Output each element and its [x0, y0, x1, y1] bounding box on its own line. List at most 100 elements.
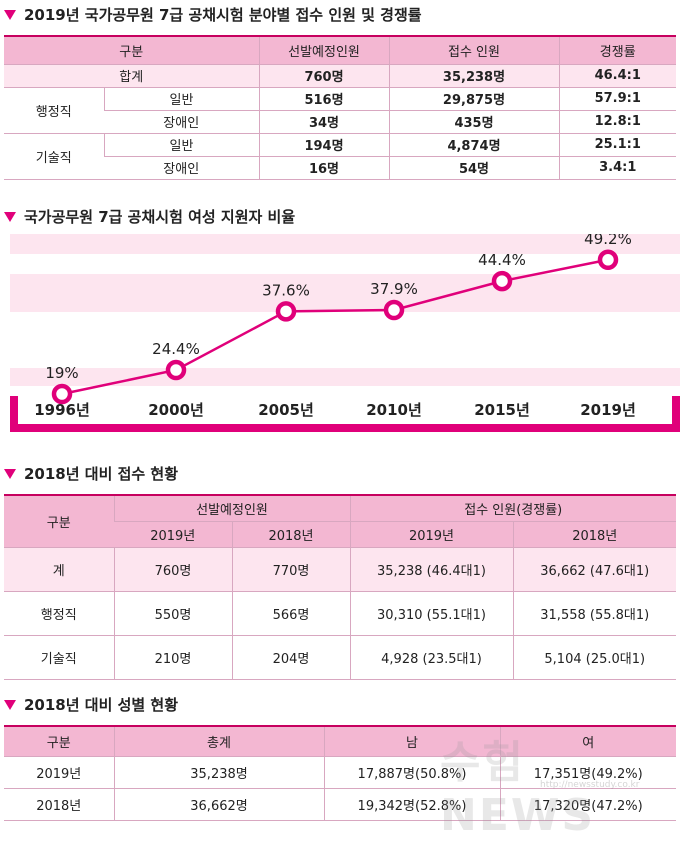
row-applicants: 54명 [388, 156, 559, 180]
x-tick-label: 2005년 [258, 401, 314, 419]
row-total: 35,238명 [113, 756, 324, 789]
table-row: 기술직 일반 194명 4,874명 25.1:1 [4, 133, 676, 180]
table-header-row: 구분 총계 남 여 [4, 725, 676, 757]
triangle-bullet-icon [4, 211, 16, 222]
data-label: 19% [45, 364, 78, 382]
applicants-by-field-table: 구분 선발예정인원 접수 인원 경쟁률 합계 760명 35,238명 46.4… [4, 35, 676, 180]
header-total: 총계 [113, 725, 324, 757]
table-row: 행정직 550명 566명 30,310 (55.1대1) 31,558 (55… [4, 591, 676, 636]
header-category: 구분 [4, 494, 114, 548]
table-header-row: 구분 선발예정인원 접수 인원(경쟁률) [4, 494, 676, 548]
row-sel-2019: 210명 [113, 635, 232, 680]
header-female: 여 [499, 725, 676, 757]
section3-title: 2018년 대비 접수 현황 [24, 465, 179, 483]
chart-baseline-bar [10, 424, 680, 432]
table-header-row: 구분 선발예정인원 접수 인원 경쟁률 [4, 35, 676, 65]
row-selected: 194명 [258, 133, 389, 157]
data-label: 24.4% [152, 340, 200, 358]
row-selected: 34명 [258, 110, 389, 134]
row-sel-2018: 770명 [231, 547, 350, 592]
table-row: 2018년 36,662명 19,342명(52.8%) 17,320명(47.… [4, 788, 676, 821]
row-sel-2019: 550명 [113, 591, 232, 636]
data-point [275, 301, 297, 322]
row-sel-2019: 760명 [113, 547, 232, 592]
header-year: 2018년 [231, 521, 350, 548]
gender-table: 구분 총계 남 여 2019년 35,238명 17,887명(50.8%) 1… [4, 725, 676, 821]
row-female: 17,320명(47.2%) [499, 788, 676, 821]
header-category: 구분 [4, 35, 259, 65]
x-tick-label: 2000년 [148, 401, 204, 419]
total-selected: 760명 [258, 64, 389, 88]
row-app-2019: 35,238 (46.4대1) [349, 547, 513, 592]
header-year: 2019년 [349, 521, 513, 548]
chart-left-bracket [10, 396, 18, 432]
row-app-2019: 4,928 (23.5대1) [349, 635, 513, 680]
group-tech: 기술직 [4, 133, 104, 180]
table-row: 2019년 35,238명 17,887명(50.8%) 17,351명(49.… [4, 756, 676, 789]
section-vs-2018: 2018년 대비 접수 현황 구분 선발예정인원 접수 인원(경쟁률) 2019… [4, 463, 676, 680]
row-applicants: 435명 [388, 110, 559, 134]
row-female: 17,351명(49.2%) [499, 756, 676, 789]
row-app-2018: 36,662 (47.6대1) [512, 547, 676, 592]
total-label: 합계 [4, 64, 259, 88]
total-ratio: 46.4:1 [558, 64, 676, 88]
data-label: 37.6% [262, 281, 310, 299]
data-label: 37.9% [370, 280, 418, 298]
x-tick-label: 2015년 [474, 401, 530, 419]
data-point [597, 249, 619, 271]
row-ratio: 12.8:1 [558, 110, 676, 134]
row-type: 장애인 [104, 156, 259, 180]
data-label: 44.4% [478, 251, 526, 269]
series-line [61, 258, 609, 396]
header-applicants: 접수 인원 [388, 35, 559, 65]
section1-title: 2019년 국가공무원 7급 공채시험 분야별 접수 인원 및 경쟁률 [24, 6, 422, 24]
row-label: 계 [4, 547, 114, 592]
row-selected: 516명 [258, 87, 389, 111]
row-label: 기술직 [4, 635, 114, 680]
row-selected: 16명 [258, 156, 389, 180]
row-sel-2018: 204명 [231, 635, 350, 680]
row-sel-2018: 566명 [231, 591, 350, 636]
data-point [491, 270, 513, 292]
watermark-url: http://newsstudy.co.kr [540, 780, 640, 790]
section2-title: 국가공무원 7급 공채시험 여성 지원자 비율 [24, 208, 296, 226]
row-applicants: 29,875명 [388, 87, 559, 111]
chart-band [10, 312, 680, 350]
x-tick-label: 2019년 [580, 401, 636, 419]
chart-right-bracket [672, 396, 680, 432]
data-point [383, 299, 405, 321]
header-category: 구분 [4, 725, 114, 757]
total-row: 합계 760명 35,238명 46.4:1 [4, 64, 676, 88]
section4-title: 2018년 대비 성별 현황 [24, 696, 179, 714]
triangle-bullet-icon [4, 9, 16, 20]
row-app-2019: 30,310 (55.1대1) [349, 591, 513, 636]
row-ratio: 57.9:1 [558, 87, 676, 111]
x-tick-label: 2010년 [366, 401, 422, 419]
row-type: 일반 [103, 87, 259, 111]
triangle-bullet-icon [4, 468, 16, 479]
table-row: 기술직 210명 204명 4,928 (23.5대1) 5,104 (25.0… [4, 635, 676, 680]
header-male: 남 [323, 725, 500, 757]
table-row: 장애인 34명 435명 12.8:1 [4, 110, 676, 134]
header-year: 2019년 [114, 521, 232, 548]
header-ratio: 경쟁률 [558, 35, 676, 65]
section4-title-row: 2018년 대비 성별 현황 [4, 694, 676, 715]
header-applicants: 접수 인원(경쟁률) [349, 494, 676, 522]
vs-2018-table: 구분 선발예정인원 접수 인원(경쟁률) 2019년 2018년 2019년 2… [4, 494, 676, 680]
data-point [51, 383, 73, 405]
section1-title-row: 2019년 국가공무원 7급 공채시험 분야별 접수 인원 및 경쟁률 [4, 4, 676, 25]
group-admin: 행정직 [4, 87, 104, 134]
female-ratio-line-chart: 19% 1996년 24.4% 2000년 37.6% 2005년 37.9% 2010년 44… [10, 234, 680, 432]
row-ratio: 3.4:1 [558, 156, 676, 180]
row-year: 2019년 [4, 756, 114, 789]
header-selected: 선발예정인원 [113, 494, 350, 522]
row-male: 17,887명(50.8%) [323, 756, 500, 789]
table-subheader-row: 2019년 2018년 2019년 2018년 [4, 521, 676, 548]
table-row: 장애인 16명 54명 3.4:1 [4, 156, 676, 180]
row-ratio: 25.1:1 [558, 133, 676, 157]
section-gender: 2018년 대비 성별 현황 구분 총계 남 여 2019년 35,238명 1… [4, 694, 676, 821]
chart-band [10, 274, 680, 312]
header-selected: 선발예정인원 [258, 35, 389, 65]
section2-title-row: 국가공무원 7급 공채시험 여성 지원자 비율 [4, 206, 676, 227]
row-applicants: 4,874명 [388, 133, 559, 157]
